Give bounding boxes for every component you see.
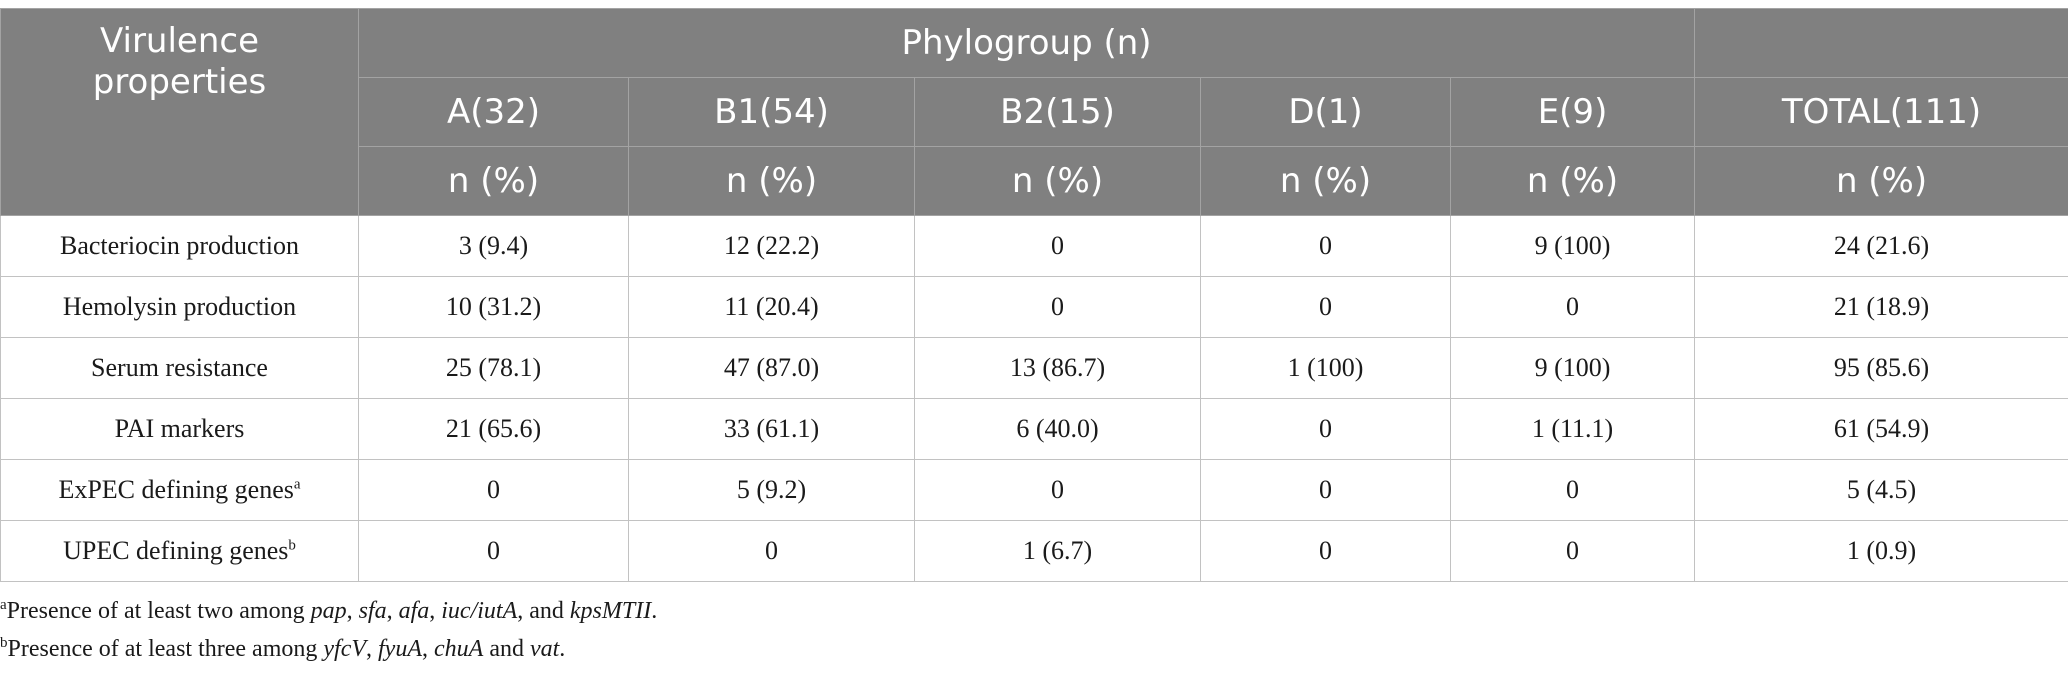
total-header-blank [1694, 8, 2068, 78]
table-cell: 0 [914, 215, 1201, 277]
row-label: Serum resistance [0, 337, 359, 399]
table-cell: 5 (4.5) [1694, 459, 2068, 521]
table-row: ExPEC defining genesa 0 5 (9.2) 0 0 0 5 … [0, 459, 2068, 521]
table-cell: 3 (9.4) [358, 215, 629, 277]
table-cell: 24 (21.6) [1694, 215, 2068, 277]
table-cell: 61 (54.9) [1694, 398, 2068, 460]
table-cell: 95 (85.6) [1694, 337, 2068, 399]
table-cell: 12 (22.2) [628, 215, 915, 277]
table-cell: 0 [358, 459, 629, 521]
virulence-table: Virulence properties Phylogroup (n) A(32… [0, 8, 2068, 582]
table-row: Bacteriocin production 3 (9.4) 12 (22.2)… [0, 215, 2068, 277]
table-cell: 1 (6.7) [914, 520, 1201, 582]
table-cell: 21 (18.9) [1694, 276, 2068, 338]
col-header-b2: B2(15) [914, 77, 1201, 147]
row-label: UPEC defining genesb [0, 520, 359, 582]
table-cell: 9 (100) [1449, 215, 1696, 277]
col-header-d: D(1) [1200, 77, 1451, 147]
corner-label-line1: Virulence [99, 21, 259, 61]
unit-header: n (%) [1694, 146, 2068, 216]
unit-header: n (%) [1449, 146, 1696, 216]
table-cell: 0 [358, 520, 629, 582]
table-cell: 33 (61.1) [628, 398, 915, 460]
table-row: Serum resistance 25 (78.1) 47 (87.0) 13 … [0, 337, 2068, 399]
row-label: PAI markers [0, 398, 359, 460]
table-cell: 21 (65.6) [358, 398, 629, 460]
table-cell: 47 (87.0) [628, 337, 915, 399]
col-header-a: A(32) [358, 77, 629, 147]
row-label: ExPEC defining genesa [0, 459, 359, 521]
table-row: PAI markers 21 (65.6) 33 (61.1) 6 (40.0)… [0, 398, 2068, 460]
table-cell: 0 [1200, 459, 1451, 521]
table-cell: 25 (78.1) [358, 337, 629, 399]
unit-header: n (%) [914, 146, 1201, 216]
table-cell: 11 (20.4) [628, 276, 915, 338]
unit-header: n (%) [1200, 146, 1451, 216]
table-cell: 1 (100) [1200, 337, 1451, 399]
col-header-total: TOTAL(111) [1694, 77, 2068, 147]
row-label: Hemolysin production [0, 276, 359, 338]
table-cell: 0 [1449, 520, 1696, 582]
phylogroup-header: Phylogroup (n) [357, 8, 1696, 78]
table-cell: 6 (40.0) [914, 398, 1201, 460]
table-cell: 0 [1449, 459, 1696, 521]
table-cell: 13 (86.7) [914, 337, 1201, 399]
footnote-a: aPresence of at least two among pap, sfa… [0, 597, 658, 625]
table-cell: 0 [1200, 276, 1451, 338]
table-cell: 0 [1200, 520, 1451, 582]
table-cell: 1 (0.9) [1694, 520, 2068, 582]
table-cell: 0 [1200, 398, 1451, 460]
table-cell: 0 [1200, 215, 1451, 277]
row-header-corner: Virulence properties [0, 8, 359, 216]
row-label: Bacteriocin production [0, 215, 359, 277]
col-header-e: E(9) [1449, 77, 1696, 147]
table-cell: 5 (9.2) [628, 459, 915, 521]
unit-header: n (%) [358, 146, 629, 216]
col-header-b1: B1(54) [628, 77, 915, 147]
unit-header: n (%) [628, 146, 915, 216]
table-cell: 0 [914, 276, 1201, 338]
corner-label-line2: properties [92, 61, 267, 102]
table-cell: 9 (100) [1449, 337, 1696, 399]
table-cell: 0 [628, 520, 915, 582]
table-row: UPEC defining genesb 0 0 1 (6.7) 0 0 1 (… [0, 520, 2068, 582]
table-cell: 0 [1449, 276, 1696, 338]
table-row: Hemolysin production 10 (31.2) 11 (20.4)… [0, 276, 2068, 338]
footnote-b: bPresence of at least three among yfcV, … [0, 635, 566, 663]
table-cell: 10 (31.2) [358, 276, 629, 338]
table-cell: 1 (11.1) [1449, 398, 1696, 460]
table-cell: 0 [914, 459, 1201, 521]
